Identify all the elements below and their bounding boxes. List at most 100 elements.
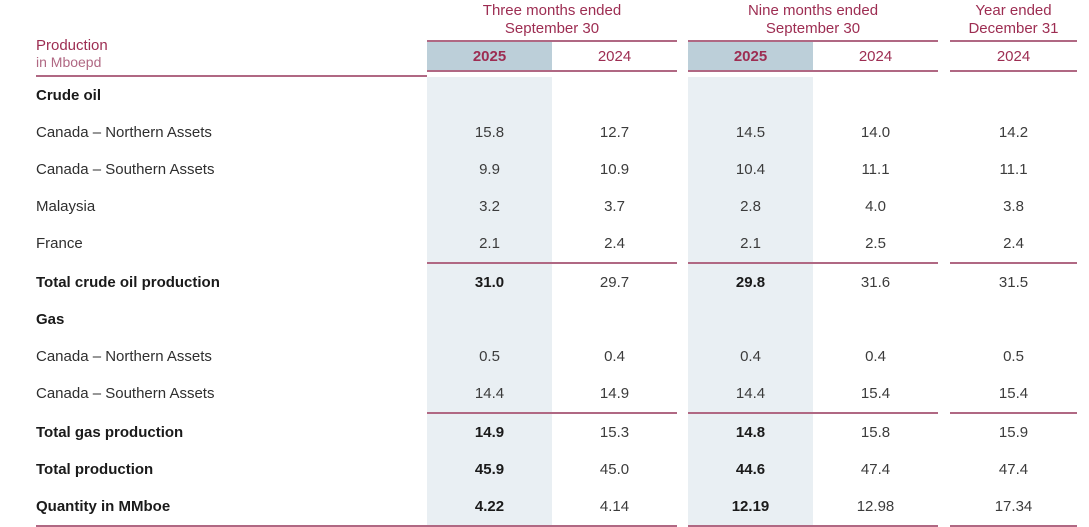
row-label: Crude oil bbox=[36, 87, 102, 104]
cell-value: 12.98 bbox=[813, 488, 938, 527]
column-group-nine-months: Nine months ended September 30 2025 2024 bbox=[688, 0, 938, 77]
cell-value: 2.1 bbox=[688, 225, 813, 264]
cell-value: 14.9 bbox=[427, 414, 552, 451]
row-label: Total production bbox=[36, 461, 154, 478]
cell-value bbox=[552, 77, 677, 114]
column-group-label: Three months ended September 30 bbox=[427, 0, 677, 42]
column-group-label-line1: Three months ended bbox=[482, 2, 622, 19]
cell-value: 11.1 bbox=[999, 161, 1028, 178]
table-row-total-production: Total production 45.9 45.0 44.6 47.4 47.… bbox=[0, 451, 1089, 488]
cell-value: 14.0 bbox=[860, 124, 891, 141]
cell-value: 2.4 bbox=[552, 225, 677, 264]
row-label: Quantity in MMboe bbox=[36, 488, 427, 527]
row-label: Total crude oil production bbox=[36, 274, 220, 291]
table-row: Canada – Southern Assets 14.4 14.9 14.4 … bbox=[0, 375, 1089, 414]
cell-value: 12.19 bbox=[688, 488, 813, 527]
table-row-quantity-mmboe: Quantity in MMboe 4.22 4.14 12.19 12.98 … bbox=[0, 488, 1089, 527]
table-header: Production in Mboepd Three months ended … bbox=[0, 0, 1089, 77]
year-header-row: 2025 2024 bbox=[688, 42, 938, 72]
cell-value: 3.2 bbox=[427, 188, 552, 225]
cell-value: 14.4 bbox=[688, 375, 813, 414]
year-header-2024: 2024 bbox=[858, 47, 893, 65]
cell-value: 14.8 bbox=[688, 414, 813, 451]
cell-value: 3.8 bbox=[1003, 198, 1024, 215]
row-label: Canada – Northern Assets bbox=[36, 124, 212, 141]
row-label: Malaysia bbox=[36, 198, 96, 215]
table-title: Production bbox=[36, 37, 108, 54]
column-group-label: Nine months ended September 30 bbox=[688, 0, 938, 42]
cell-value: 0.5 bbox=[427, 338, 552, 375]
cell-value: 0.4 bbox=[688, 338, 813, 375]
table-row-total-crude-oil: Total crude oil production 31.0 29.7 29.… bbox=[0, 264, 1089, 301]
cell-value: 15.9 bbox=[998, 424, 1029, 441]
cell-value: 14.5 bbox=[688, 114, 813, 151]
cell-value: 10.4 bbox=[688, 151, 813, 188]
cell-value bbox=[688, 301, 813, 338]
year-header-2024: 2024 bbox=[597, 47, 632, 65]
column-group-label-line2: September 30 bbox=[765, 20, 861, 37]
cell-value: 15.8 bbox=[427, 114, 552, 151]
year-header-row: 2025 2024 bbox=[427, 42, 677, 72]
column-group-year-ended: Year ended December 31 2024 bbox=[950, 0, 1077, 77]
cell-value bbox=[552, 301, 677, 338]
cell-value: 14.4 bbox=[427, 375, 552, 414]
cell-value: 2.5 bbox=[813, 225, 938, 264]
table-row: Canada – Southern Assets 9.9 10.9 10.4 1… bbox=[0, 151, 1089, 188]
cell-value: 15.4 bbox=[813, 375, 938, 414]
cell-value: 47.4 bbox=[998, 461, 1029, 478]
cell-value bbox=[427, 301, 552, 338]
cell-value: 2.8 bbox=[688, 188, 813, 225]
column-group-label: Year ended December 31 bbox=[950, 0, 1077, 42]
cell-value: 45.9 bbox=[427, 451, 552, 488]
column-group-label-line1: Year ended bbox=[975, 2, 1052, 19]
column-group-label-line2: September 30 bbox=[504, 20, 600, 37]
cell-value: 4.0 bbox=[865, 198, 886, 215]
table-row-section-gas: Gas bbox=[0, 301, 1089, 338]
cell-value: 14.2 bbox=[998, 124, 1029, 141]
cell-value: 45.0 bbox=[599, 461, 630, 478]
row-label: Gas bbox=[36, 311, 65, 328]
cell-value: 0.4 bbox=[865, 348, 886, 365]
year-header-2024: 2024 bbox=[996, 47, 1031, 65]
cell-value: 47.4 bbox=[860, 461, 891, 478]
column-group-label-line2: December 31 bbox=[968, 20, 1059, 37]
cell-value: 44.6 bbox=[688, 451, 813, 488]
year-header-2025: 2025 bbox=[688, 42, 813, 70]
cell-value: 31.0 bbox=[427, 264, 552, 301]
column-group-three-months: Three months ended September 30 2025 202… bbox=[427, 0, 677, 77]
cell-value bbox=[427, 77, 552, 114]
cell-value: 17.34 bbox=[950, 488, 1077, 527]
cell-value: 2.4 bbox=[950, 225, 1077, 264]
cell-value: 11.1 bbox=[861, 161, 890, 178]
cell-value: 29.8 bbox=[688, 264, 813, 301]
cell-value bbox=[950, 77, 1077, 114]
cell-value: 15.4 bbox=[950, 375, 1077, 414]
cell-value: 29.7 bbox=[599, 274, 630, 291]
row-label: Canada – Southern Assets bbox=[36, 385, 215, 402]
cell-value: 2.1 bbox=[427, 225, 552, 264]
table-title-block: Production in Mboepd bbox=[36, 0, 427, 77]
row-label: Total gas production bbox=[36, 424, 184, 441]
table-row: France 2.1 2.4 2.1 2.5 2.4 bbox=[0, 225, 1089, 264]
cell-value bbox=[813, 77, 938, 114]
table-row: Canada – Northern Assets 0.5 0.4 0.4 0.4… bbox=[0, 338, 1089, 375]
cell-value: 10.9 bbox=[599, 161, 630, 178]
cell-value: 4.14 bbox=[552, 488, 677, 527]
row-label: France bbox=[36, 235, 83, 252]
cell-value: 15.3 bbox=[599, 424, 630, 441]
cell-value bbox=[688, 77, 813, 114]
cell-value: 15.8 bbox=[860, 424, 891, 441]
cell-value: 14.9 bbox=[552, 375, 677, 414]
cell-value: 31.6 bbox=[860, 274, 891, 291]
table-row: Canada – Northern Assets 15.8 12.7 14.5 … bbox=[0, 114, 1089, 151]
cell-value: 31.5 bbox=[998, 274, 1029, 291]
table-row-section-crude-oil: Crude oil bbox=[0, 77, 1089, 114]
cell-value: 9.9 bbox=[427, 151, 552, 188]
cell-value: 4.22 bbox=[427, 488, 552, 527]
table-row-total-gas: Total gas production 14.9 15.3 14.8 15.8… bbox=[0, 414, 1089, 451]
cell-value bbox=[813, 301, 938, 338]
cell-value bbox=[950, 301, 1077, 338]
year-header-row: 2024 bbox=[950, 42, 1077, 72]
table-unit-label: in Mboepd bbox=[36, 54, 102, 70]
